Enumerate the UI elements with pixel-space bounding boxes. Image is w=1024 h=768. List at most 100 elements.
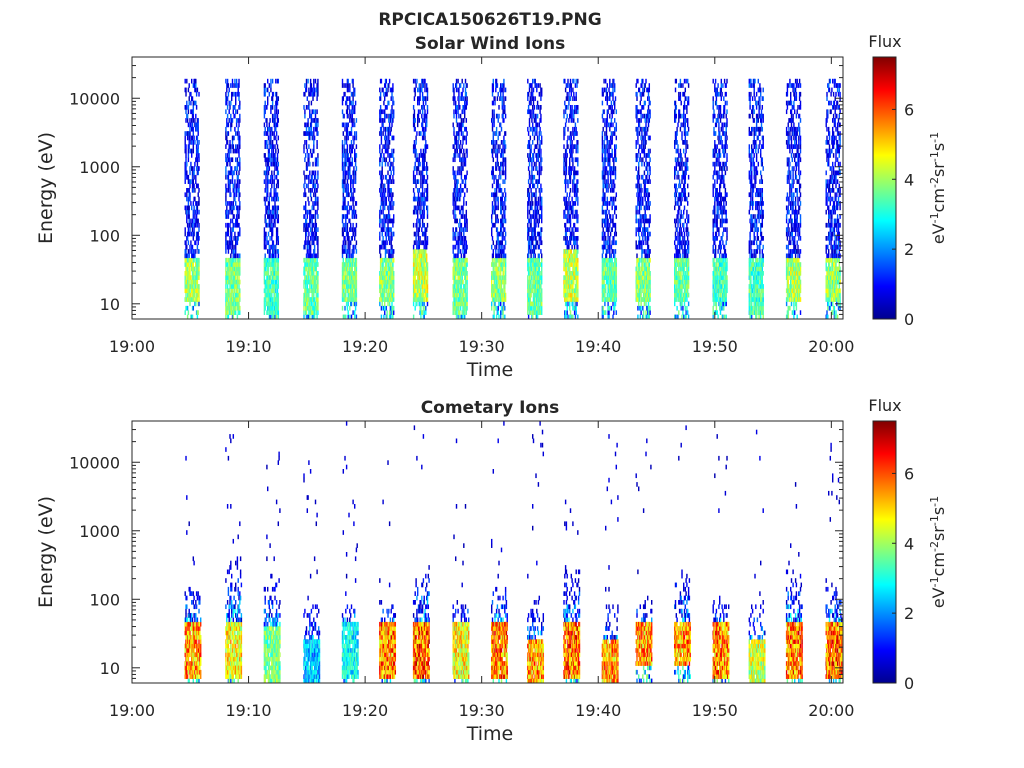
spectrogram-cell: [277, 214, 280, 219]
spectrogram-cell: [386, 271, 388, 276]
spectrogram-cell: [425, 140, 427, 145]
spectrogram-cell: [271, 244, 273, 250]
spectrogram-cell: [529, 214, 532, 219]
spectrogram-cell: [413, 148, 416, 154]
spectrogram-cell: [311, 118, 313, 123]
spectrogram-cell: [349, 297, 351, 302]
spectrogram-cell: [386, 292, 388, 298]
spectrogram-cell: [500, 166, 502, 171]
spectrogram-cell: [347, 122, 349, 128]
spectrogram-cell: [267, 266, 270, 272]
spectrogram-cell: [455, 301, 458, 307]
spectrogram-cell: [191, 292, 194, 298]
spectrogram-cell: [274, 201, 276, 206]
spectrogram-cell: [388, 135, 390, 141]
spectrogram-cell: [309, 244, 311, 250]
spectrogram-cell: [312, 222, 314, 228]
spectrogram-cell: [354, 310, 356, 315]
spectrogram-cell: [305, 144, 308, 149]
spectrogram-cell: [345, 140, 348, 145]
spectrogram-cell: [186, 244, 188, 250]
spectrogram-cell: [268, 201, 271, 206]
spectrogram-cell: [185, 244, 187, 250]
spectrogram-cell: [421, 192, 423, 198]
spectrogram-cell: [457, 305, 459, 311]
spectrogram-cell: [186, 231, 189, 237]
spectrogram-cell: [457, 262, 459, 267]
spectrogram-cell: [452, 83, 454, 88]
spectrogram-cell: [527, 262, 529, 267]
spectrogram-cell: [230, 253, 232, 259]
spectrogram-cell: [228, 275, 230, 280]
spectrogram-cell: [527, 91, 530, 97]
spectrogram-cell: [459, 249, 462, 254]
spectrogram-cell: [413, 257, 416, 263]
spectrogram-cell: [419, 271, 421, 276]
spectrogram-cell: [534, 271, 536, 276]
spectrogram-cell: [311, 257, 313, 263]
spectrogram-cell: [196, 275, 199, 280]
spectrogram-cell: [532, 262, 535, 267]
spectrogram-cell: [237, 262, 239, 267]
spectrogram-cell: [350, 262, 352, 267]
spectrogram-cell: [424, 292, 426, 298]
spectrogram-cell: [226, 231, 228, 237]
spectrogram-cell: [355, 166, 358, 171]
spectrogram-cell: [267, 170, 270, 176]
spectrogram-cell: [534, 201, 536, 206]
spectrogram-cell: [462, 135, 464, 141]
spectrogram-cell: [493, 144, 495, 149]
spectrogram-cell: [497, 231, 499, 237]
spectrogram-cell: [421, 253, 424, 259]
spectrogram-cell: [422, 257, 425, 263]
spectrogram-cell: [535, 179, 537, 184]
spectrogram-cell: [536, 166, 538, 171]
spectrogram-cell: [238, 179, 240, 184]
spectrogram-cell: [381, 297, 383, 302]
spectrogram-cell: [192, 209, 195, 215]
spectrogram-cell: [309, 113, 311, 119]
spectrogram-cell: [500, 222, 502, 228]
spectrogram-cell: [504, 275, 506, 280]
spectrogram-cell: [382, 205, 384, 211]
spectrogram-cell: [502, 113, 504, 119]
spectrogram-cell: [187, 144, 190, 149]
spectrogram-cell: [496, 196, 499, 202]
spectrogram-cell: [423, 253, 425, 259]
spectrogram-cell: [347, 249, 349, 254]
spectrogram-cell: [229, 105, 231, 110]
spectrogram-cell: [381, 279, 383, 285]
spectrogram-cell: [504, 188, 506, 193]
spectrogram-cell: [466, 284, 468, 289]
spectrogram-cell: [346, 262, 349, 267]
spectrogram-cell: [276, 153, 279, 158]
spectrogram-cell: [383, 214, 385, 219]
spectrogram-cell: [317, 236, 319, 241]
spectrogram-cell: [348, 170, 350, 176]
spectrogram-cell: [503, 148, 505, 154]
spectrogram-cell: [534, 83, 536, 88]
spectrogram-cell: [264, 292, 266, 298]
spectrogram-cell: [231, 201, 233, 206]
spectrogram-cell: [531, 284, 533, 289]
spectrogram-cell: [192, 100, 195, 106]
spectrogram-cell: [307, 257, 309, 263]
spectrogram-cell: [500, 297, 502, 302]
spectrogram-cell: [380, 314, 383, 319]
spectrogram-cell: [184, 249, 186, 254]
spectrogram-cell: [532, 257, 535, 263]
spectrogram-cell: [313, 183, 315, 189]
spectrogram-cell: [188, 188, 190, 193]
spectrogram-cell: [494, 131, 496, 136]
spectrogram-cell: [460, 222, 463, 228]
spectrogram-cell: [231, 118, 234, 123]
spectrogram-cell: [391, 271, 393, 276]
spectrogram-cell: [527, 105, 530, 110]
spectrogram-cell: [454, 305, 456, 311]
spectrogram-cell: [346, 179, 349, 184]
spectrogram-cell: [272, 262, 275, 267]
spectrogram-cell: [527, 301, 530, 307]
spectrogram-cell: [388, 196, 390, 202]
spectrogram-cell: [189, 126, 191, 132]
spectrogram-cell: [503, 83, 505, 88]
